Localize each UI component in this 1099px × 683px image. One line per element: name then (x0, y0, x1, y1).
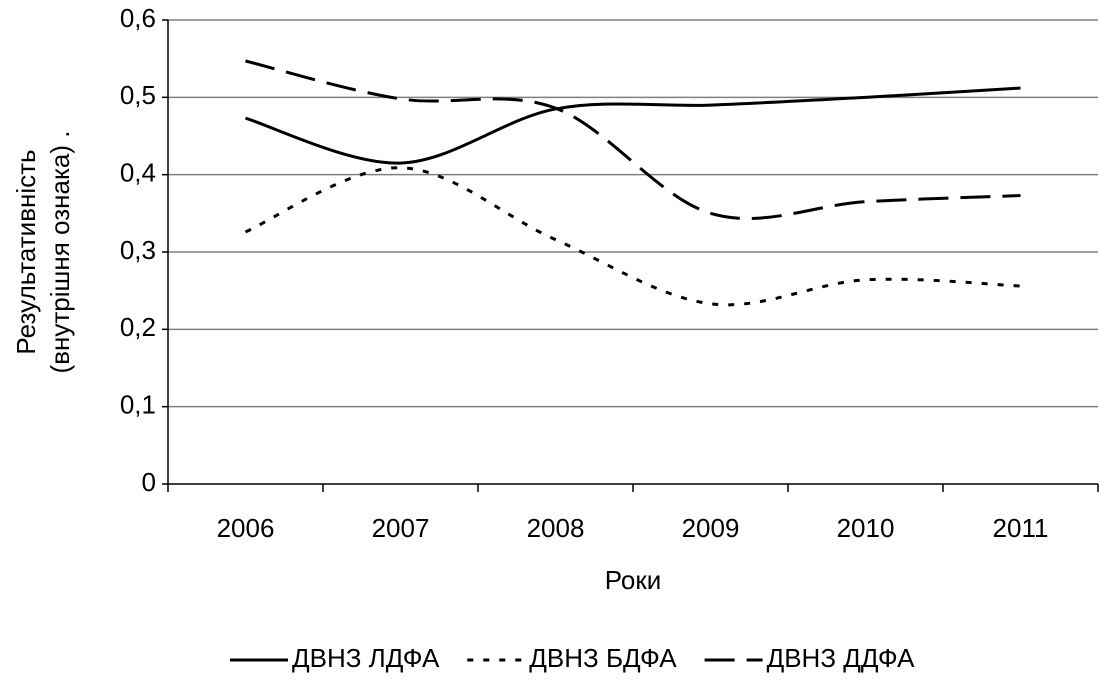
y-tick-label: 0 (142, 467, 156, 497)
series-line (245, 86, 1021, 165)
x-tick-label: 2007 (372, 513, 430, 543)
y-tick-label: 0,1 (120, 390, 156, 420)
series-line (244, 166, 1021, 307)
y-tick-label: 0,4 (120, 158, 156, 188)
y-tick-label: 0,5 (120, 80, 156, 110)
legend-label: ДВНЗ БДФА (529, 643, 677, 673)
legend-label: ДВНЗ ДДФА (767, 643, 915, 673)
y-tick-label: 0,3 (120, 235, 156, 265)
series-line (245, 59, 1021, 221)
y-tick-label: 0,2 (120, 312, 156, 342)
x-tick-label: 2009 (682, 513, 740, 543)
x-tick-label: 2011 (993, 513, 1049, 543)
y-axis-label: Результативність (11, 149, 41, 354)
legend-label: ДВНЗ ЛДФА (292, 643, 440, 673)
y-axis-label: (внутрішня ознака) . (45, 131, 75, 374)
y-tick-label: 0,6 (120, 3, 156, 33)
x-tick-label: 2006 (217, 513, 275, 543)
x-tick-label: 2008 (527, 513, 585, 543)
x-axis-label: Роки (605, 565, 662, 595)
x-tick-label: 2010 (837, 513, 895, 543)
